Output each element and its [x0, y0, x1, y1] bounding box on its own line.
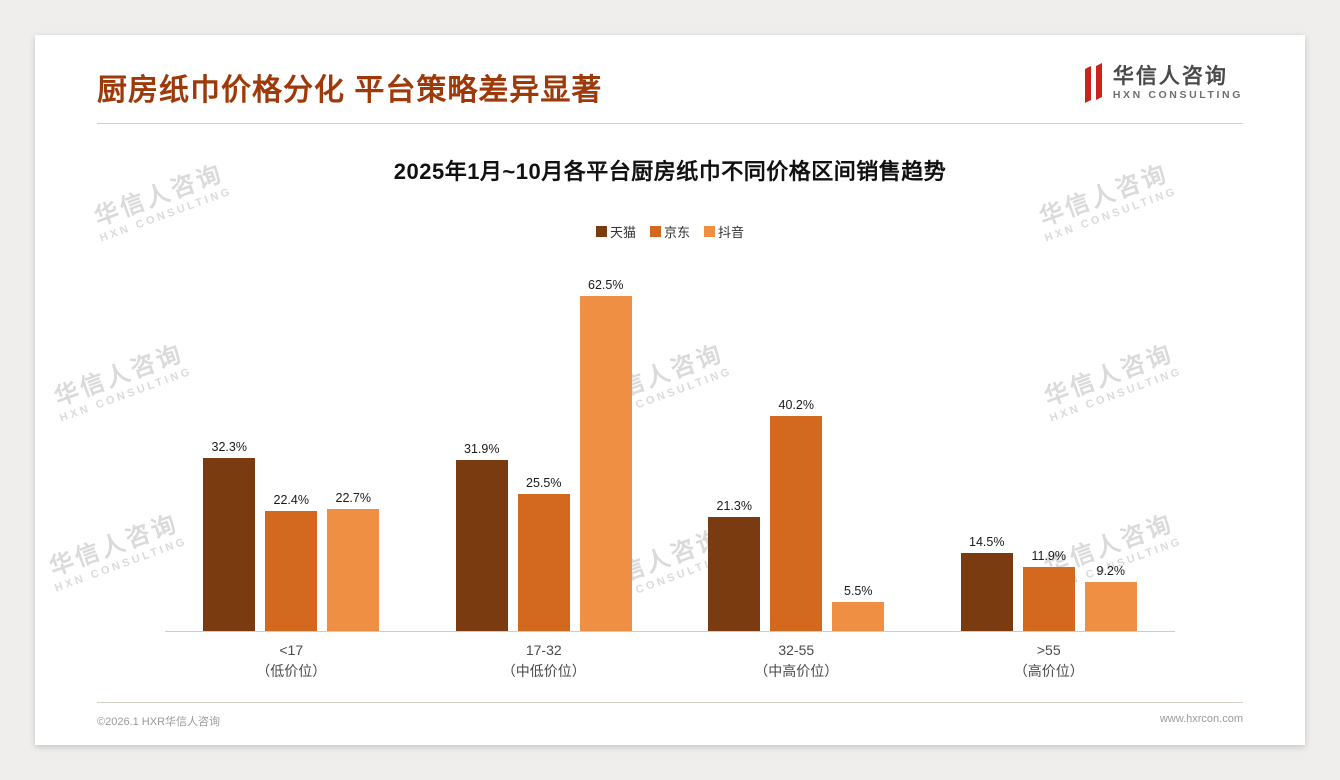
bar-item: 11.9% [1022, 549, 1075, 631]
legend-label: 抖音 [718, 225, 745, 240]
bar-item: 22.7% [327, 491, 380, 631]
bar-抖音 [832, 602, 885, 631]
bar-value-label: 9.2% [1096, 564, 1126, 578]
bar-天猫 [960, 553, 1013, 631]
chart-title: 2025年1月~10月各平台厨房纸巾不同价格区间销售趋势 [393, 159, 947, 184]
footer-website: www.hxrcon.com [1159, 713, 1243, 725]
legend-item: 京东 [649, 222, 690, 241]
bar-value-label: 22.7% [335, 491, 371, 505]
logo-text: 华信人咨询 HXN CONSULTING [1113, 65, 1243, 102]
bar-value-label: 21.3% [716, 499, 752, 513]
footer-copyright: ©2026.1 HXR华信人咨询 [97, 716, 221, 728]
legend-swatch [704, 226, 715, 237]
bar-item: 40.2% [770, 398, 823, 631]
bar-天猫 [708, 517, 761, 631]
bar-value-label: 25.5% [526, 476, 562, 490]
logo-name: 华信人咨询 [1112, 64, 1228, 88]
bar-value-label: 32.3% [211, 440, 247, 454]
bar-item: 62.5% [579, 278, 632, 631]
legend-swatch [649, 226, 661, 237]
header-divider [97, 123, 1243, 124]
bar-item: 25.5% [517, 476, 570, 631]
logo-mark-icon [1084, 63, 1102, 103]
bar-value-label: 31.9% [464, 442, 500, 456]
category-label: <17 （低价位） [256, 642, 327, 679]
bar-天猫 [455, 460, 508, 631]
bar-京东 [517, 494, 570, 631]
chart-categories: <17 （低价位） 17-32 （中低价位） 32-55 （中高价位） >55 （高价位） [165, 640, 1175, 682]
header: 厨房纸巾价格分化 平台策略差异显著 华信人咨询 HXN CONSULTING [35, 35, 1305, 109]
bar-天猫 [203, 458, 256, 631]
bar-value-label: 5.5% [844, 584, 873, 598]
bar-京东 [1022, 567, 1075, 631]
legend-swatch [595, 226, 607, 237]
bar-value-label: 40.2% [778, 398, 814, 412]
bar-抖音 [1084, 582, 1137, 631]
bar-京东 [770, 416, 823, 631]
bar-item: 21.3% [708, 499, 761, 631]
bar-item: 31.9% [455, 442, 508, 631]
legend-label: 天猫 [609, 225, 636, 240]
footer: ©2026.1 HXR华信人咨询 www.hxrcon.com [97, 702, 1243, 729]
category-label: 17-32 （中低价位） [501, 642, 586, 679]
bar-item: 5.5% [832, 584, 885, 631]
bar-item: 9.2% [1084, 564, 1137, 631]
bar-item: 14.5% [960, 535, 1013, 631]
category-label: 32-55 （中高价位） [754, 642, 839, 679]
company-logo: 华信人咨询 HXN CONSULTING [1083, 63, 1243, 103]
slide-card: 华信人咨询 HXN CONSULTING 华信人咨询 HXN CONSULTING … [35, 35, 1305, 745]
logo-subtitle: HXN CONSULTING [1112, 88, 1243, 101]
bar-抖音 [579, 296, 632, 631]
chart-plot: 32.3% 22.4% 22.7% 31.9% 25.5% 62.5% 21.3% 40.2%… [165, 257, 1175, 682]
chart-bars: 32.3% 22.4% 22.7% 31.9% 25.5% 62.5% 21.3% 40.2%… [165, 257, 1175, 632]
bar-group: 21.3% 40.2% 5.5% [706, 398, 886, 631]
bar-value-label: 11.9% [1031, 549, 1066, 563]
bar-value-label: 14.5% [969, 535, 1005, 549]
bar-value-label: 62.5% [588, 278, 624, 292]
bar-抖音 [327, 509, 380, 631]
bar-value-label: 22.4% [273, 493, 309, 507]
category-label: >55 （高价位） [1013, 642, 1084, 679]
chart-legend: 天猫 京东 抖音 [35, 222, 1305, 241]
legend-item: 抖音 [704, 222, 744, 241]
bar-item: 22.4% [265, 493, 318, 631]
chart: 2025年1月~10月各平台厨房纸巾不同价格区间销售趋势 天猫 京东 抖音 32.3… [35, 154, 1305, 682]
bar-item: 32.3% [203, 440, 256, 631]
bar-group: 14.5% 11.9% 9.2% [959, 535, 1139, 631]
legend-label: 京东 [663, 225, 690, 240]
bar-京东 [265, 511, 318, 631]
bar-group: 31.9% 25.5% 62.5% [454, 278, 634, 631]
legend-item: 天猫 [595, 222, 636, 241]
bar-group: 32.3% 22.4% 22.7% [201, 440, 381, 631]
page-title: 厨房纸巾价格分化 平台策略差异显著 [97, 74, 603, 107]
